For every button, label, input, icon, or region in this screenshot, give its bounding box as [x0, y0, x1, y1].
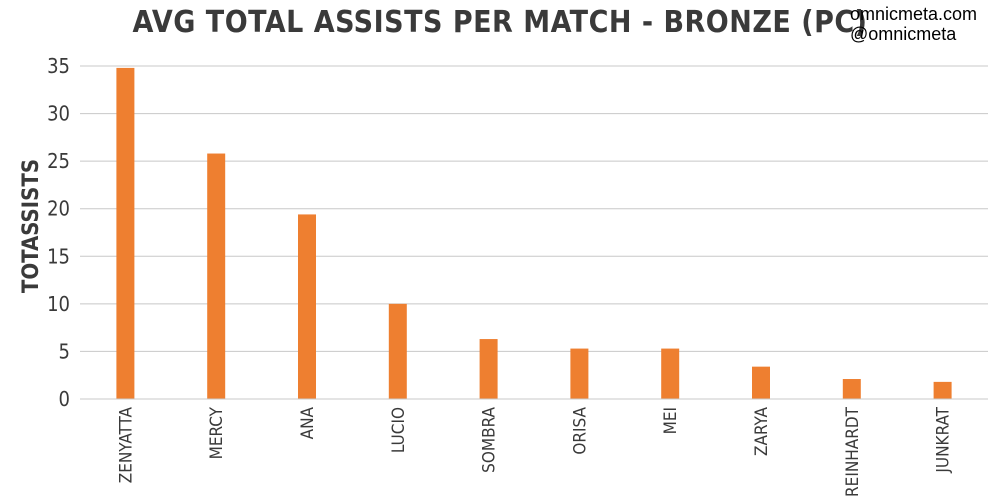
- y-tick-label: 15: [47, 244, 70, 268]
- y-tick-label: 25: [47, 149, 70, 173]
- y-axis-label: TOTASSISTS: [19, 159, 44, 293]
- x-tick-label: ZARYA: [752, 406, 772, 455]
- y-tick-label: 20: [47, 197, 70, 221]
- x-tick-label: MERCY: [207, 406, 227, 459]
- bar-junkrat: [933, 381, 952, 399]
- x-tick-label: ANA: [298, 406, 318, 439]
- bar-ana: [298, 214, 316, 399]
- bar-mercy: [207, 153, 226, 399]
- x-tick-label: LUCIO: [389, 407, 409, 453]
- brand-handle: @omnicmeta: [850, 24, 957, 44]
- x-tick-label: MEI: [661, 407, 681, 434]
- bar-lucio: [388, 303, 407, 399]
- bar-zenyatta: [116, 67, 135, 399]
- chart-title: AVG TOTAL ASSISTS PER MATCH - BRONZE (PC…: [133, 5, 868, 40]
- x-tick-label: JUNKRAT: [934, 406, 954, 473]
- bar-sombra: [479, 339, 498, 399]
- x-axis-ticks: ZENYATTA MERCY ANA LUCIO SOMBRA ORISA MEI ZARYA…: [116, 406, 953, 497]
- y-axis-ticks: 0 5 10 15 20 25 30 35: [47, 54, 70, 411]
- x-tick-label: ORISA: [570, 406, 590, 454]
- bar-orisa: [570, 348, 589, 399]
- x-tick-label: SOMBRA: [480, 406, 500, 472]
- bars: [116, 67, 952, 399]
- bar-mei: [661, 348, 680, 399]
- bar-reinhardt: [842, 379, 861, 399]
- y-tick-label: 0: [59, 387, 70, 411]
- bar-zarya: [752, 366, 770, 399]
- x-tick-label: REINHARDT: [843, 406, 863, 497]
- brand-site: omnicmeta.com: [850, 4, 977, 24]
- y-tick-label: 30: [47, 102, 70, 126]
- gridlines: [80, 65, 988, 352]
- y-tick-label: 10: [47, 292, 70, 316]
- y-tick-label: 5: [59, 339, 70, 363]
- x-tick-label: ZENYATTA: [116, 406, 136, 483]
- y-tick-label: 35: [47, 54, 70, 78]
